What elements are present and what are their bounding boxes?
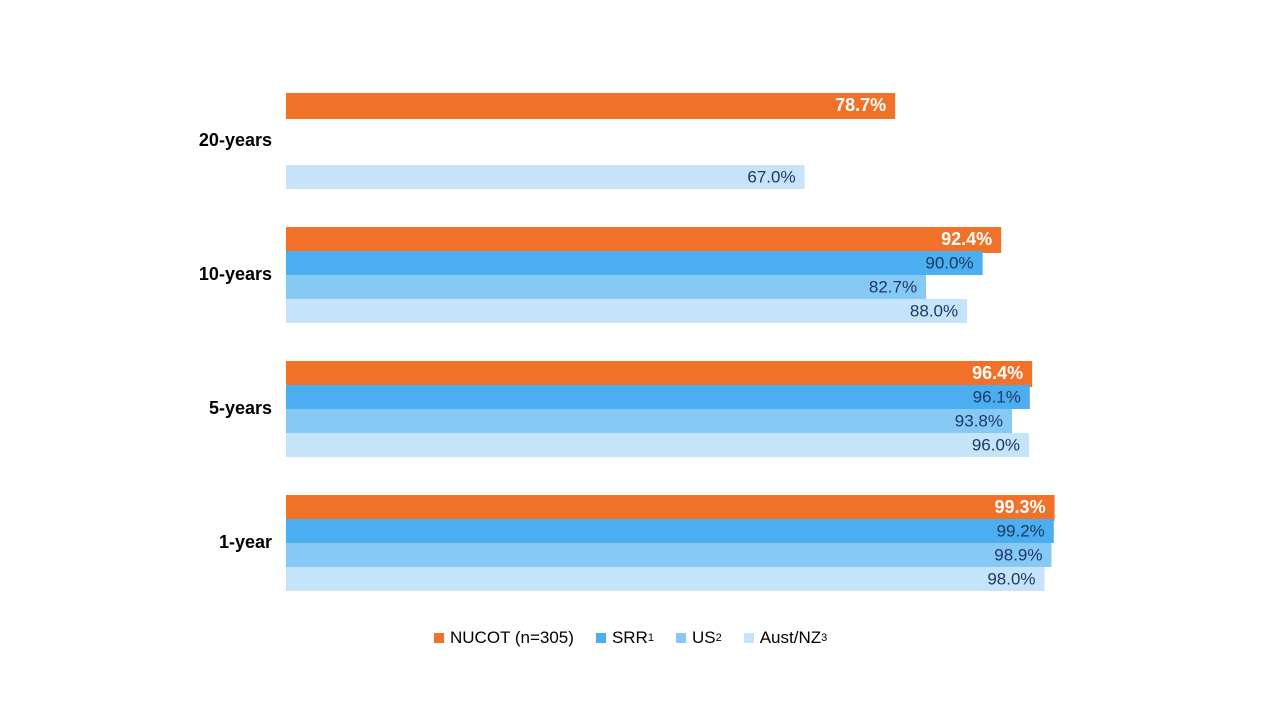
bar-us-1-year [286,543,1052,567]
data-label-nucot-5-years: 96.4% [972,363,1023,383]
category-label: 20-years [199,130,272,150]
legend: NUCOT (n=305) SRR 1 US 2 Aust/NZ 3 [434,628,849,648]
bar-aust-nz-20-years [286,165,805,189]
bar-srr-1-year [286,519,1054,543]
bar-srr-5-years [286,385,1030,409]
data-label-us-1-year: 98.9% [994,545,1042,564]
legend-swatch-aust-nz [743,633,754,643]
category-label: 5-years [209,398,272,418]
legend-item-srr: SRR 1 [595,628,654,648]
bar-us-10-years [286,275,927,299]
data-label-aust-nz-1-year: 98.0% [987,569,1035,588]
data-label-aust-nz-10-years: 88.0% [910,301,958,320]
legend-label-srr: SRR [611,628,648,647]
data-label-nucot-1-year: 99.3% [995,497,1046,517]
legend-label-aust-nz: Aust/NZ [759,628,822,647]
data-label-nucot-20-years: 78.7% [835,95,886,115]
data-label-srr-5-years: 96.1% [973,387,1021,406]
category-label: 1-year [219,532,272,552]
legend-swatch-srr [595,633,606,643]
bar-srr-10-years [286,251,983,275]
data-label-srr-1-year: 99.2% [997,521,1045,540]
bar-nucot-20-years [286,93,896,119]
bar-nucot-1-year [286,495,1055,521]
legend-item-us: US 2 [675,628,722,648]
data-label-aust-nz-5-years: 96.0% [972,435,1020,454]
data-label-srr-10-years: 90.0% [925,253,973,272]
legend-swatch-us [675,633,686,643]
legend-label-nucot: NUCOT (n=305) [450,628,574,647]
data-label-us-10-years: 82.7% [869,277,917,296]
data-label-aust-nz-20-years: 67.0% [747,167,795,186]
data-label-us-5-years: 93.8% [955,411,1003,430]
bar-aust-nz-1-year [286,567,1045,591]
bar-us-5-years [286,409,1013,433]
legend-item-nucot: NUCOT (n=305) [434,628,574,648]
legend-label-us: US [691,628,716,647]
category-label: 10-years [199,264,272,284]
data-label-nucot-10-years: 92.4% [941,229,992,249]
legend-item-aust-nz: Aust/NZ 3 [743,628,827,648]
legend-swatch-nucot [434,633,444,643]
bar-aust-nz-5-years [286,433,1030,457]
bar-aust-nz-10-years [286,299,968,323]
bar-nucot-10-years [286,227,1002,253]
bar-nucot-5-years [286,361,1033,387]
